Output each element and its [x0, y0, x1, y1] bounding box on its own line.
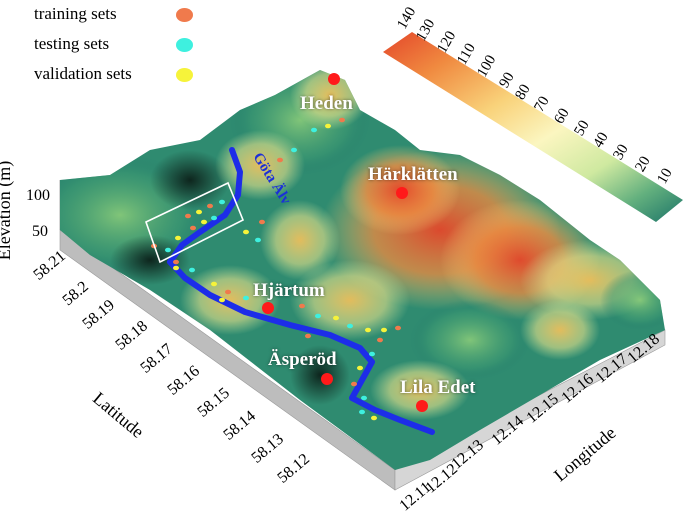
legend-dot-validation [176, 68, 193, 82]
place-label-hjartum: Hjärtum [253, 280, 325, 301]
sample-point [255, 237, 261, 243]
place-label-harklatten: Härklätten [368, 164, 458, 185]
elevation-axis-title: Elevation (m) [0, 160, 15, 261]
legend-dot-training [176, 8, 193, 22]
river-gota-alv [167, 147, 435, 435]
place-label-heden: Heden [300, 93, 353, 114]
legend-label-training: training sets [34, 4, 117, 23]
sample-point [185, 213, 191, 219]
study-area-box [145, 181, 245, 264]
sample-point [175, 235, 181, 241]
sample-point [365, 327, 371, 333]
sample-point [381, 327, 387, 333]
sample-point [305, 333, 311, 339]
sample-point [315, 313, 321, 319]
sample-point [277, 157, 283, 163]
marker-asperod [321, 373, 333, 385]
sample-point [339, 117, 345, 123]
box-right-wall [394, 329, 666, 491]
sample-point [325, 123, 331, 129]
sample-point [190, 225, 196, 231]
sample-point [351, 381, 357, 387]
sample-point [291, 147, 297, 153]
sample-point [243, 295, 249, 301]
sample-point [173, 265, 179, 271]
colorbar [383, 32, 683, 222]
sample-point [211, 281, 217, 287]
sample-point [165, 247, 171, 253]
sample-point [359, 409, 365, 415]
marker-harklatten [396, 187, 408, 199]
sample-point [196, 209, 202, 215]
sample-point [225, 289, 231, 295]
sample-point [395, 325, 401, 331]
sample-point [369, 351, 375, 357]
sample-point [259, 219, 265, 225]
marker-hjartum [262, 302, 274, 314]
sample-point [243, 229, 249, 235]
sample-point [333, 315, 339, 321]
sample-point [173, 259, 179, 265]
place-label-asperod: Äsperöd [268, 349, 337, 370]
sample-points [151, 117, 401, 421]
sample-point [219, 199, 225, 205]
sample-point [211, 215, 217, 221]
sample-point [357, 365, 363, 371]
marker-lila-edet [416, 400, 428, 412]
sample-point [371, 415, 377, 421]
sample-point [311, 127, 317, 133]
sample-point [219, 297, 225, 303]
sample-point [189, 267, 195, 273]
sample-point [347, 323, 353, 329]
legend-dot-testing [176, 38, 193, 52]
sample-point [299, 303, 305, 309]
sample-point [361, 395, 367, 401]
sample-point [201, 219, 207, 225]
elevation-tick-100: 100 [26, 187, 50, 204]
place-label-lila-edet: Lila Edet [400, 377, 476, 398]
legend-label-validation: validation sets [34, 64, 132, 83]
sample-point [207, 203, 213, 209]
sample-point [377, 337, 383, 343]
marker-heden [328, 73, 340, 85]
legend-label-testing: testing sets [34, 34, 110, 53]
elevation-tick-50: 50 [32, 223, 48, 240]
